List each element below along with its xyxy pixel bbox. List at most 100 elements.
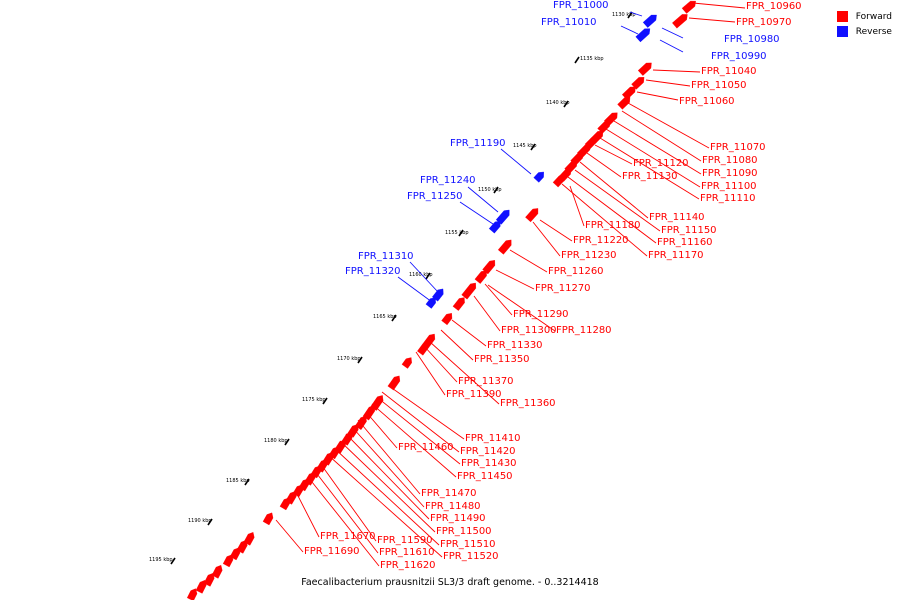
forward-feature-label: FPR_11170 [648,250,704,261]
forward-feature-label: FPR_11390 [446,389,502,400]
reverse-feature-label: FPR_10980 [724,34,780,45]
forward-feature-label: FPR_11120 [633,158,689,169]
forward-gene-arrow [441,313,453,326]
forward-leader-line [627,102,710,149]
forward-leader-line [574,169,661,232]
forward-feature-label: FPR_11370 [458,376,514,387]
forward-feature-label: FPR_11590 [377,535,433,546]
reverse-leader-line [659,39,684,53]
scale-tick: 1160 kbp [409,272,433,280]
forward-feature-label: FPR_11050 [691,80,747,91]
reverse-feature-label: FPR_11240 [420,175,476,186]
forward-gene-arrow [631,77,645,90]
forward-gene-arrow [279,497,291,511]
scale-tick: 1175 kbp [302,397,328,405]
tick-mark [357,356,363,364]
forward-leader-line [357,419,421,495]
forward-swatch [836,11,848,22]
scale-tick: 1155 kbp [445,229,469,237]
forward-leader-line [692,2,746,9]
forward-leader-line [586,152,622,178]
tick-label: 1150 kbp [478,187,502,193]
reverse-feature-label: FPR_11000 [553,0,609,11]
forward-leader-line [636,91,679,101]
forward-leader-line [440,329,474,361]
forward-leader-line [377,397,461,465]
forward-feature-label: FPR_11110 [700,193,756,204]
forward-feature-label: FPR_11510 [440,539,496,550]
forward-leader-line [307,476,380,567]
tick-mark [207,518,213,526]
reverse-feature-label: FPR_11010 [541,17,597,28]
forward-feature-label: FPR_11300 [501,325,557,336]
forward-leader-line [339,440,436,533]
forward-gene-arrow [401,357,412,369]
forward-feature-label: FPR_11460 [398,442,454,453]
forward-gene-arrow [637,62,652,76]
leader-layer [275,2,746,567]
forward-leader-line [561,183,648,257]
forward-gene-arrow [203,573,215,587]
tick-label: 1190 kbp [188,518,212,524]
forward-leader-line [567,176,657,244]
tick-label: 1175 kbp [302,397,326,403]
forward-feature-label: FPR_11520 [443,551,499,562]
forward-gene-arrow [497,239,512,255]
forward-feature-label: FPR_11670 [320,531,376,542]
forward-leader-line [319,462,377,542]
forward-leader-line [473,295,501,332]
forward-leader-line [613,120,702,175]
forward-leader-line [333,447,440,546]
tick-mark [391,314,397,322]
reverse-leader-line [409,261,439,293]
forward-feature-label: FPR_11040 [701,66,757,77]
tick-mark [493,186,499,194]
scale-tick: 1170 kbp [337,356,363,364]
tick-label: 1135 kbp [580,56,604,62]
forward-feature-label: FPR_11410 [465,433,521,444]
tick-layer: 1130 kbp 1135 kbp 1140 kbp 1145 kbp 1150 kbp… [149,11,636,565]
forward-feature-label: FPR_11610 [379,547,435,558]
scale-tick: 1140 kbp [546,100,570,108]
forward-feature-label: FPR_11130 [622,171,678,182]
forward-feature-label: FPR_11100 [701,181,757,192]
reverse-leader-line [397,276,433,303]
tick-mark [244,478,250,486]
reverse-leader-line [629,11,643,17]
forward-leader-line [295,491,320,538]
reverse-leader-line [661,27,684,39]
label-layer: FPR_11000 FPR_11010 FPR_10980 FPR_10990 FPR_… [304,0,802,571]
forward-feature-label: FPR_11160 [657,237,713,248]
reverse-gene-arrow [533,171,544,183]
tick-mark [322,397,328,405]
tick-label: 1130 kbp [612,12,636,18]
tick-mark [170,557,176,565]
forward-feature-label: FPR_10970 [736,17,792,28]
tick-label: 1145 kbp [513,143,537,149]
tick-mark [425,272,431,280]
scale-tick: 1195 kbp [149,557,176,565]
forward-gene-arrow [482,260,496,275]
legend-reverse: Reverse [836,24,892,39]
forward-gene-arrow [617,96,631,110]
reverse-gene-arrow [635,28,651,43]
legend: Forward Reverse [836,9,892,39]
forward-feature-label: FPR_11270 [535,283,591,294]
forward-leader-line [652,69,701,73]
scale-tick: 1180 kbp [264,438,290,446]
tick-mark [530,143,536,151]
forward-leader-line [313,469,379,554]
forward-leader-line [484,283,513,316]
forward-feature-label: FPR_11420 [460,446,516,457]
tick-label: 1195 kbp [149,557,173,563]
forward-gene-arrow [417,342,429,356]
forward-leader-line [599,137,700,200]
forward-feature-label: FPR_11180 [585,220,641,231]
reverse-gene-arrow [642,14,657,28]
scale-tick: 1135 kbp [574,56,604,64]
forward-gene-arrow [681,0,696,14]
forward-leader-line [275,519,304,553]
scale-tick: 1145 kbp [513,143,537,151]
forward-feature-label: FPR_11490 [430,513,486,524]
